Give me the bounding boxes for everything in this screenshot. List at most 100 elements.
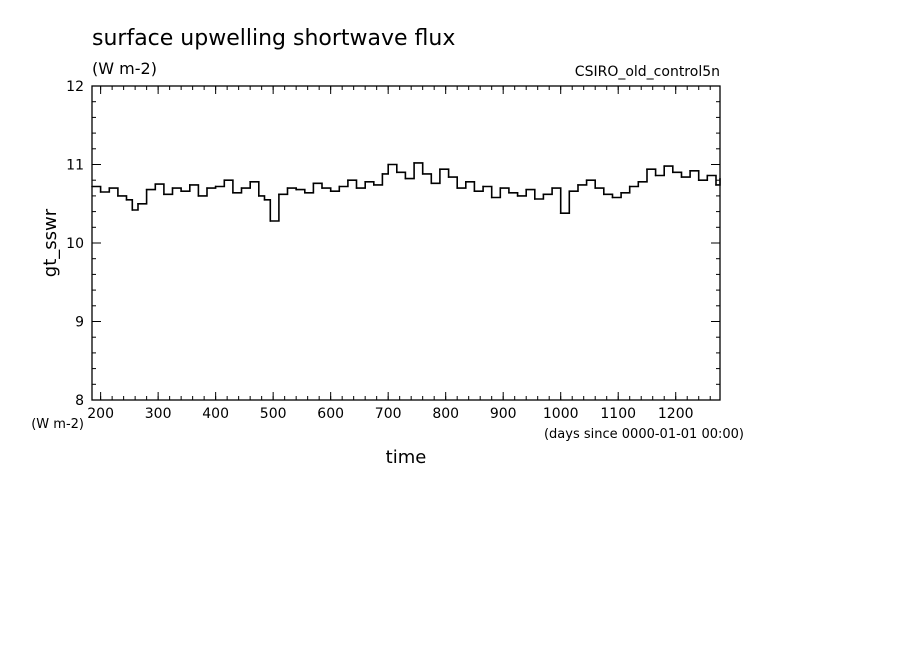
data-point	[706, 174, 709, 177]
plot-frame	[91, 85, 721, 401]
data-point	[206, 187, 208, 189]
axis-ticks: 200 300 400 500 600 700 800 900 1000 1100 1200 8 9 10…	[66, 79, 720, 422]
data-point	[347, 179, 349, 181]
data-point	[180, 190, 182, 192]
x-tick-label: 700	[375, 406, 402, 422]
data-point	[594, 187, 597, 189]
data-point	[263, 199, 266, 201]
data-point	[137, 202, 139, 205]
data-point	[108, 187, 111, 189]
x-tick-label: 1200	[658, 406, 694, 422]
data-point	[672, 171, 674, 174]
x-tick-label: 500	[260, 406, 287, 422]
data-point	[303, 191, 306, 194]
data-point	[646, 168, 648, 171]
data-point	[559, 212, 562, 214]
data-point	[257, 195, 260, 197]
data-point	[447, 176, 450, 178]
data-point	[577, 184, 579, 186]
data-point	[490, 196, 493, 199]
data-point	[278, 193, 280, 196]
data-point	[286, 187, 289, 189]
data-point	[312, 182, 315, 185]
y-tick-label: 11	[66, 158, 84, 174]
data-point	[585, 179, 588, 181]
data-point	[99, 191, 102, 193]
data-point	[214, 185, 217, 188]
x-tick-label: 1000	[543, 406, 579, 422]
data-point	[620, 191, 622, 194]
data-point	[171, 187, 174, 189]
data-point	[516, 195, 519, 197]
x-tick-label: 300	[145, 406, 172, 422]
x-axis-units: (days since 0000-01-01 00:00)	[544, 427, 744, 442]
data-point	[188, 184, 191, 186]
data-point	[439, 168, 441, 171]
data-point	[430, 182, 433, 185]
data-point	[364, 180, 366, 183]
data-point	[551, 187, 553, 189]
x-tick-label: 1100	[600, 406, 636, 422]
data-point	[715, 184, 717, 186]
chart-units: (W m-2)	[92, 59, 157, 78]
y-tick-label: 12	[66, 79, 84, 95]
data-point	[654, 174, 657, 177]
data-point	[404, 177, 407, 180]
data-point	[223, 179, 226, 181]
data-point	[697, 179, 700, 181]
series-layer	[91, 162, 721, 222]
x-tick-label: 200	[87, 406, 114, 422]
data-point	[338, 185, 341, 188]
data-point	[637, 180, 640, 183]
data-point	[329, 190, 332, 192]
y-tick-label: 8	[75, 393, 84, 409]
data-point	[603, 193, 605, 196]
data-point	[689, 169, 691, 172]
data-point	[163, 193, 165, 196]
data-point	[421, 173, 424, 175]
data-point	[719, 177, 721, 180]
data-point	[381, 173, 384, 175]
x-tick-label: 400	[202, 406, 229, 422]
data-point	[131, 209, 134, 211]
chart-title: surface upwelling shortwave flux	[92, 26, 455, 51]
data-point	[395, 171, 398, 174]
data-point	[321, 187, 323, 189]
data-point	[611, 196, 614, 199]
x-tick-label: 800	[432, 406, 459, 422]
y-tick-label: 9	[75, 315, 84, 331]
data-point	[663, 165, 666, 167]
data-point	[628, 185, 631, 188]
y-tick-label: 10	[66, 236, 84, 252]
data-point	[197, 195, 200, 197]
y-axis-units: (W m-2)	[31, 417, 84, 432]
series-line	[92, 162, 721, 222]
run-label: CSIRO_old_control5n	[575, 64, 720, 80]
data-point	[499, 187, 502, 189]
data-point	[465, 180, 467, 183]
data-point	[249, 180, 251, 183]
data-point	[145, 188, 148, 191]
x-axis-label: time	[386, 447, 427, 468]
data-point	[508, 191, 510, 194]
data-point	[295, 188, 297, 191]
x-tick-label: 900	[490, 406, 517, 422]
data-point	[269, 220, 272, 222]
data-point	[456, 187, 458, 189]
data-point	[117, 195, 119, 197]
data-point	[154, 183, 157, 185]
y-axis-label: gt_sswr	[40, 208, 61, 277]
data-point	[680, 176, 683, 178]
data-point	[482, 185, 484, 188]
x-tick-label: 600	[317, 406, 344, 422]
data-point	[387, 163, 389, 166]
data-point	[232, 191, 234, 194]
data-point	[355, 187, 358, 189]
data-point	[240, 187, 243, 189]
data-point	[125, 199, 128, 201]
data-point	[525, 188, 527, 191]
data-point	[534, 198, 536, 200]
data-point	[542, 193, 545, 196]
data-point	[568, 190, 571, 192]
